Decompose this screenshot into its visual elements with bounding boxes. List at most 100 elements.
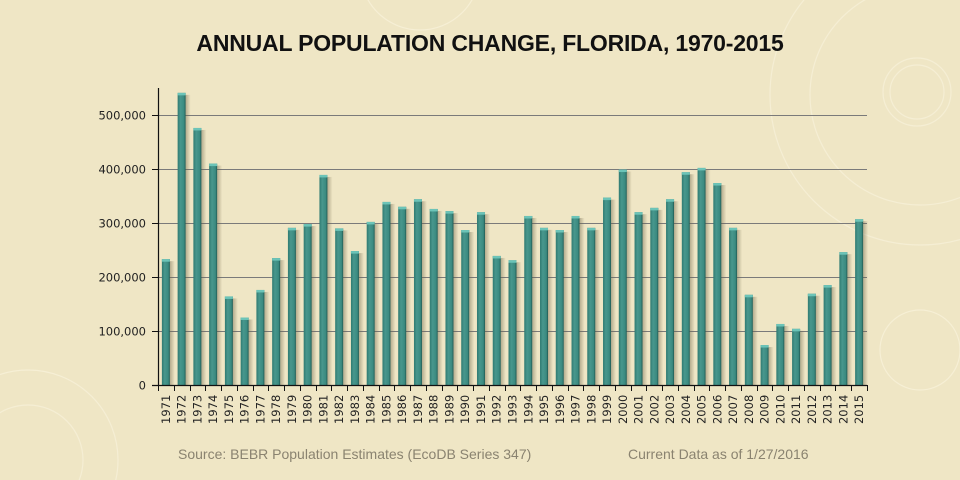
bar-shadow <box>343 230 349 385</box>
bar <box>697 167 706 385</box>
bar <box>508 260 517 385</box>
bar-shadow <box>847 254 853 385</box>
x-tick-label: 1995 <box>537 395 551 424</box>
x-tick-label: 2012 <box>805 395 819 424</box>
bar-cap <box>634 212 643 215</box>
bar-shadow <box>689 174 695 385</box>
bar <box>209 163 218 385</box>
bar <box>618 169 627 385</box>
bar-shadow <box>437 210 443 385</box>
bar-cap <box>461 230 470 233</box>
x-tick-label: 2009 <box>758 395 772 424</box>
deco-ring-top-left <box>367 0 473 31</box>
x-tick-label: 1993 <box>506 395 520 424</box>
bar-cap <box>161 259 170 262</box>
bar-cap <box>587 227 596 231</box>
bar-shadow <box>768 347 774 385</box>
bar-shadow <box>784 325 790 385</box>
deco-ring-large <box>769 0 960 246</box>
bar-cap <box>681 172 690 175</box>
bar <box>272 258 281 385</box>
y-tick-label: 200,000 <box>98 271 146 285</box>
bar-cap <box>807 293 816 297</box>
bar-cap <box>287 227 296 231</box>
x-tick-label: 2010 <box>773 395 787 424</box>
chart-title: ANNUAL POPULATION CHANGE, FLORIDA, 1970-… <box>196 30 784 56</box>
bar-shadow <box>358 253 364 385</box>
bar <box>855 219 864 385</box>
x-tick-label: 1992 <box>490 395 504 424</box>
bar-1984 <box>366 221 380 385</box>
bar-1999 <box>603 197 617 385</box>
bar-1971 <box>161 259 175 385</box>
bar-cap <box>650 207 659 211</box>
bar-1996 <box>555 230 569 385</box>
bar <box>476 212 485 385</box>
bar-1978 <box>272 258 286 385</box>
bar-cap <box>855 219 864 222</box>
deco-ring-small <box>882 57 952 127</box>
x-tick-labels: 1971 1972 1973 1974 1975 1976 1977 1978 1979 1980… <box>159 395 866 424</box>
bar-1981 <box>319 174 333 385</box>
deco-ring-bottom-left-inner <box>0 404 84 480</box>
bar-cap <box>476 212 485 215</box>
deco-ring-bottom-left <box>0 369 119 480</box>
x-tick-label: 1975 <box>222 395 236 424</box>
bar <box>776 323 785 385</box>
bar-cap <box>839 252 848 255</box>
y-tick-label: 300,000 <box>98 217 146 231</box>
x-tick-label: 1986 <box>395 395 409 424</box>
bar-shadow <box>532 217 538 385</box>
bar-cap <box>776 323 785 327</box>
bar-2005 <box>697 167 711 385</box>
x-tick-label: 1999 <box>600 395 614 424</box>
bar <box>287 227 296 385</box>
bar-cap <box>319 174 328 178</box>
bar-cap <box>524 215 533 219</box>
x-tick-label: 1978 <box>269 395 283 424</box>
x-tick-label: 1983 <box>348 395 362 424</box>
bar-shadow <box>611 199 617 385</box>
axes <box>152 88 868 391</box>
bar-1988 <box>429 208 443 385</box>
bar-shadow <box>390 203 396 385</box>
bar-shadow <box>217 165 223 385</box>
bar <box>335 228 344 385</box>
bar <box>224 296 233 385</box>
bar-shadow <box>280 260 286 385</box>
bar-1992 <box>492 255 506 385</box>
x-tick-label: 1977 <box>253 395 267 424</box>
bar-cap <box>823 285 832 288</box>
x-tick-label: 1980 <box>301 395 315 424</box>
deco-ring-medium <box>809 0 960 206</box>
bar-shadow <box>169 261 175 385</box>
bar-shadow <box>563 232 569 385</box>
bar <box>319 174 328 385</box>
bar-cap <box>429 208 438 212</box>
x-tick-label: 1987 <box>411 395 425 424</box>
x-tick-label: 1974 <box>206 395 220 424</box>
x-tick-label: 2003 <box>663 395 677 424</box>
bar <box>398 206 407 385</box>
bar-1977 <box>256 289 270 385</box>
bar-shadow <box>863 221 869 385</box>
bar <box>382 201 391 385</box>
bar-shadow <box>800 330 806 385</box>
deco-ring-bottom-right <box>879 309 960 391</box>
y-tick-label: 400,000 <box>98 163 146 177</box>
bar <box>681 172 690 385</box>
bar-cap <box>398 206 407 210</box>
bar-cap <box>729 227 738 231</box>
x-tick-label: 1990 <box>458 395 472 424</box>
bar-1982 <box>335 228 349 385</box>
x-tick-label: 1997 <box>569 395 583 424</box>
bar-shadow <box>421 201 427 385</box>
bar <box>603 197 612 385</box>
bar-1975 <box>224 296 238 385</box>
bar <box>555 230 564 385</box>
bar-2008 <box>744 294 758 385</box>
bar-cap <box>713 183 722 186</box>
bar-cap <box>760 345 769 348</box>
x-tick-label: 1988 <box>427 395 441 424</box>
